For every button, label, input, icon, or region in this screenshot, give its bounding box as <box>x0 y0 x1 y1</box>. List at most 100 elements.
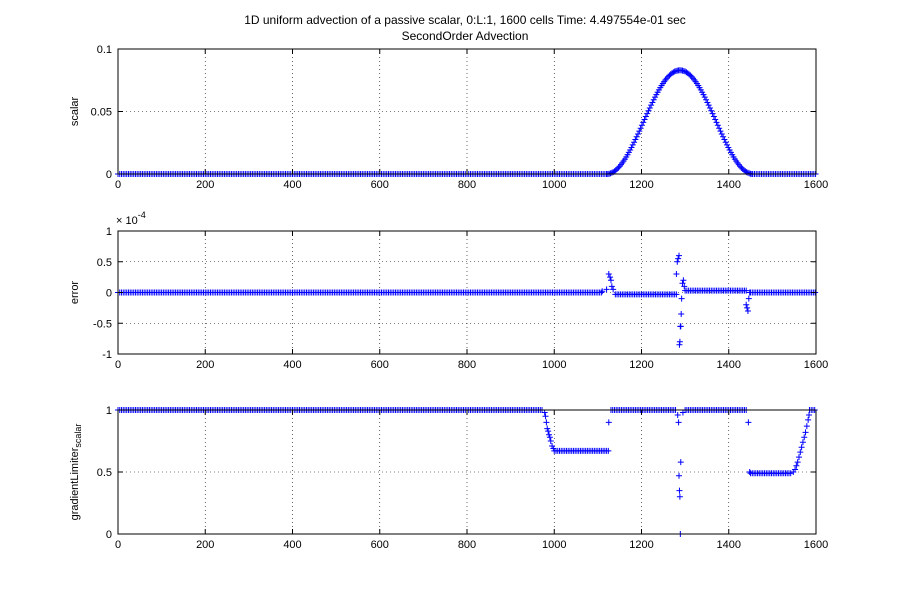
x-tick-label: 200 <box>196 359 214 371</box>
data-point <box>802 429 809 436</box>
data-point <box>706 104 713 111</box>
data-point <box>717 128 724 135</box>
data-point <box>673 291 680 298</box>
data-point <box>628 144 635 151</box>
data-point <box>806 411 813 418</box>
y-tick-label: 0 <box>106 169 112 181</box>
y-axis-label: scalar <box>69 96 81 126</box>
y-axis-label: error <box>69 281 81 305</box>
data-point <box>722 139 729 146</box>
data-point <box>745 419 752 426</box>
y-tick-label: 0.5 <box>97 467 112 479</box>
grid <box>118 410 816 534</box>
data-point <box>637 125 644 132</box>
data-point <box>745 295 752 302</box>
data-point <box>737 163 744 170</box>
data-point <box>675 255 682 262</box>
data-point <box>710 113 717 120</box>
data-point <box>640 119 647 126</box>
data-point <box>663 75 670 82</box>
data-point <box>674 258 681 265</box>
data-point <box>716 125 723 132</box>
data-point <box>718 130 725 137</box>
data-point <box>614 166 621 173</box>
data-point <box>681 283 688 290</box>
data-point <box>605 419 612 426</box>
data-point <box>794 459 801 466</box>
x-tick-label: 1200 <box>629 539 653 551</box>
x-tick-label: 1600 <box>804 539 828 551</box>
y-tick-label: -0.5 <box>93 318 112 330</box>
x-tick-label: 1000 <box>542 179 566 191</box>
data-point <box>642 113 649 120</box>
exponent-power: -4 <box>138 210 146 220</box>
data-point <box>677 459 684 466</box>
data-point <box>678 295 685 302</box>
data-point <box>680 277 687 284</box>
data-point <box>670 69 677 76</box>
data-point <box>713 119 720 126</box>
figure-title-line2: SecondOrder Advection <box>402 29 529 43</box>
data-point <box>676 493 683 500</box>
x-tick-label: 1400 <box>717 359 741 371</box>
data-point <box>615 164 622 171</box>
data-point <box>629 141 636 148</box>
data-point <box>649 99 656 106</box>
data-point <box>673 271 680 278</box>
data-point <box>644 110 651 117</box>
data-point <box>676 252 683 259</box>
data-point <box>608 283 615 290</box>
y-tick-label: -1 <box>102 349 112 361</box>
data-point <box>665 73 672 80</box>
data-point <box>795 454 802 461</box>
data-point <box>686 71 693 78</box>
exponent-label: × 10-4 <box>116 210 146 227</box>
data-point <box>598 289 605 296</box>
data-point <box>714 122 721 129</box>
data-point <box>676 472 683 479</box>
data-point <box>676 487 683 494</box>
x-tick-label: 400 <box>283 539 301 551</box>
data-series <box>115 67 819 177</box>
y-tick-label: 0.05 <box>91 107 112 119</box>
data-point <box>542 413 549 420</box>
grid <box>118 49 816 174</box>
data-point <box>632 136 639 143</box>
subplot-1: 0 200 400 600 800 1000 1200 1400 1600 0 0.05 0.1 sca… <box>69 44 828 191</box>
data-point <box>631 139 638 146</box>
y-tick-label: 1 <box>106 226 112 238</box>
x-tick-label: 200 <box>196 539 214 551</box>
data-point <box>674 411 681 418</box>
data-point <box>627 147 634 154</box>
data-point <box>603 286 610 293</box>
x-tick-label: 1000 <box>542 539 566 551</box>
data-point <box>605 447 612 454</box>
data-point <box>746 469 753 475</box>
data-point <box>801 434 808 441</box>
data-point <box>546 434 553 441</box>
data-point <box>550 445 557 452</box>
data-point <box>744 307 751 314</box>
data-point <box>671 68 678 75</box>
data-point <box>607 277 614 284</box>
data-point <box>803 423 810 430</box>
x-tick-label: 1000 <box>542 359 566 371</box>
data-point <box>792 466 799 473</box>
data-point <box>650 96 657 103</box>
x-tick-label: 1600 <box>804 179 828 191</box>
data-point <box>543 419 550 426</box>
x-tick-label: 400 <box>283 359 301 371</box>
data-point <box>799 439 806 446</box>
data-point <box>724 141 731 148</box>
data-point <box>677 323 684 330</box>
data-point <box>675 419 682 426</box>
y-tick-label: 1 <box>106 405 112 417</box>
y-axis-label: gradientLimiterscalar <box>69 424 83 521</box>
data-point <box>743 287 750 294</box>
data-point <box>633 133 640 140</box>
data-point <box>712 116 719 123</box>
x-tick-label: 0 <box>115 179 121 191</box>
data-point <box>793 462 800 469</box>
x-tick-label: 1400 <box>717 179 741 191</box>
